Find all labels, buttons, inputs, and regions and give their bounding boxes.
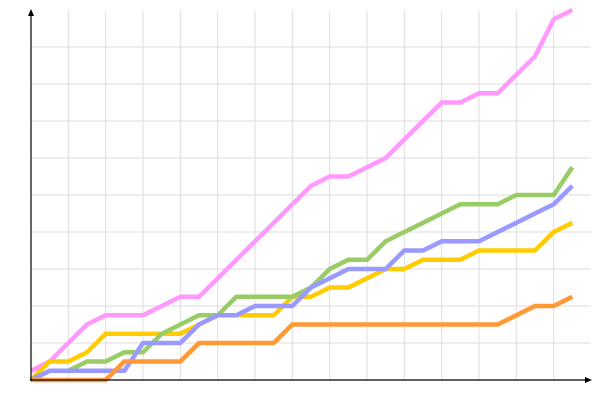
series-line-1 [29, 7, 574, 373]
y-axis-arrow-icon [28, 9, 34, 16]
series-lines [29, 7, 575, 383]
series-line-3 [30, 166, 575, 383]
axes [28, 9, 592, 383]
x-axis-arrow-icon [585, 377, 592, 383]
series-line-5 [31, 294, 574, 383]
series-line-4 [30, 184, 574, 383]
